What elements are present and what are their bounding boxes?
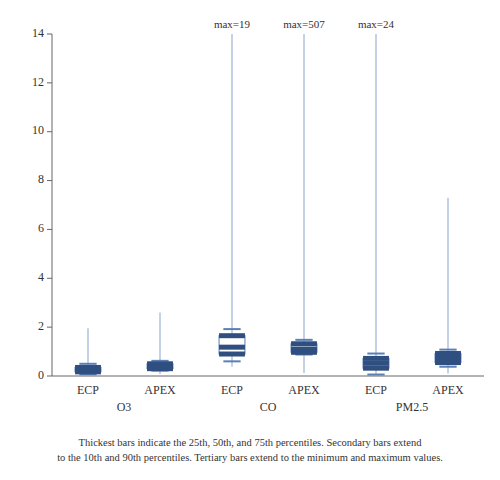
group-label: CO xyxy=(260,400,277,414)
median-bar xyxy=(147,364,173,369)
y-axis: 0 2 4 6 8 10 12 14 xyxy=(32,26,52,382)
y-tick xyxy=(47,131,52,132)
y-tick xyxy=(47,278,52,279)
footnote: to the 10th and 90th percentiles. Tertia… xyxy=(57,452,443,463)
y-tick xyxy=(47,229,52,230)
iqr-box xyxy=(435,354,461,363)
iqr-box xyxy=(147,364,173,369)
p75-bar xyxy=(147,361,173,366)
chart: 0 2 4 6 8 10 12 14 max=19 max=507 max=24 ECP APEX ECP… xyxy=(0,0,500,480)
p90-bar xyxy=(295,339,312,341)
p75-bar xyxy=(291,341,317,346)
y-tick-label: 14 xyxy=(32,26,44,40)
y-tick xyxy=(47,82,52,83)
p25-bar xyxy=(363,366,389,371)
p10-bar xyxy=(367,374,384,376)
box-group xyxy=(363,34,389,376)
median-bar xyxy=(363,361,389,366)
p25-bar xyxy=(219,352,245,357)
y-tick-label: 0 xyxy=(38,368,44,382)
p90-bar xyxy=(79,363,96,365)
box-group xyxy=(435,198,461,374)
p75-bar xyxy=(75,365,101,370)
iqr-box xyxy=(75,367,101,371)
box-group xyxy=(291,34,317,373)
category-label: APEX xyxy=(144,383,176,397)
y-tick-label: 6 xyxy=(38,221,44,235)
x-axis-line xyxy=(52,376,484,377)
whisker xyxy=(303,34,304,373)
p90-bar xyxy=(439,349,456,351)
iqr-box xyxy=(219,336,245,354)
y-axis-line xyxy=(52,34,53,376)
whisker xyxy=(231,34,232,367)
p75-bar xyxy=(435,351,461,356)
median-bar xyxy=(291,347,317,352)
p90-bar xyxy=(367,353,384,355)
median-bar xyxy=(435,356,461,361)
category-label: APEX xyxy=(288,383,320,397)
y-tick-label: 10 xyxy=(32,123,44,137)
max-annotation: max=507 xyxy=(283,18,325,30)
y-tick xyxy=(47,180,52,181)
y-tick-label: 8 xyxy=(38,172,44,186)
iqr-box xyxy=(363,358,389,368)
y-tick-label: 4 xyxy=(38,270,44,284)
max-annotation: max=24 xyxy=(358,18,395,30)
chart-container: 0 2 4 6 8 10 12 14 max=19 max=507 max=24 ECP APEX ECP… xyxy=(0,0,500,480)
box-group xyxy=(75,328,101,375)
category-label: APEX xyxy=(432,383,464,397)
p25-bar xyxy=(147,366,173,371)
group-label: O3 xyxy=(117,400,132,414)
y-tick xyxy=(47,327,52,328)
y-tick-label: 12 xyxy=(32,75,44,89)
category-label: ECP xyxy=(221,383,243,397)
whisker xyxy=(447,198,448,374)
box-group xyxy=(147,312,173,374)
y-tick-label: 2 xyxy=(38,319,44,333)
y-tick xyxy=(47,34,52,35)
group-label: PM2.5 xyxy=(396,400,428,414)
median-bar xyxy=(75,367,101,372)
p75-bar xyxy=(219,333,245,338)
p10-bar xyxy=(439,366,456,368)
whisker xyxy=(375,34,376,376)
p10-bar xyxy=(223,360,240,362)
iqr-box xyxy=(291,344,317,353)
p25-bar xyxy=(75,369,101,374)
boxes xyxy=(75,34,461,376)
y-tick xyxy=(47,376,52,377)
p25-bar xyxy=(291,350,317,355)
median-bar xyxy=(219,345,245,350)
p90-bar xyxy=(223,328,240,330)
category-label: ECP xyxy=(77,383,99,397)
box-group xyxy=(219,34,245,367)
category-label: ECP xyxy=(365,383,387,397)
footnote: Thickest bars indicate the 25th, 50th, a… xyxy=(79,437,423,448)
p75-bar xyxy=(363,356,389,361)
max-annotation: max=19 xyxy=(214,18,251,30)
